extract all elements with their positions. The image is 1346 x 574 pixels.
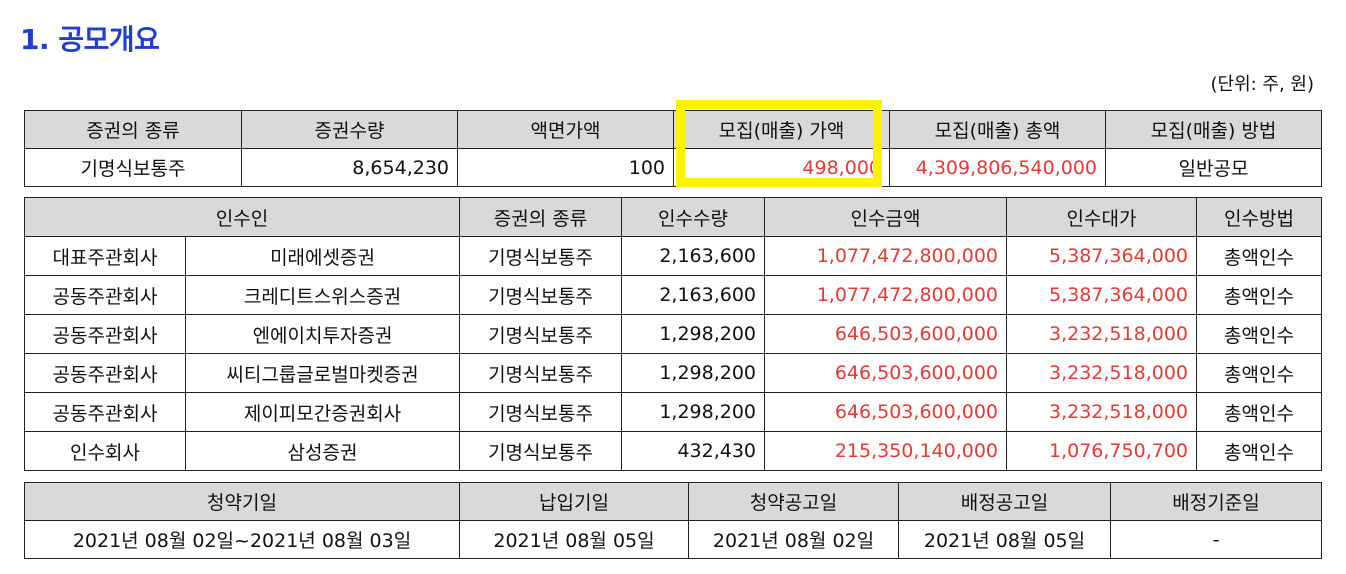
offering-table: 증권의 종류 증권수량 액면가액 모집(매출) 가액 모집(매출) 총액 모집(…	[24, 110, 1322, 187]
header-offer-price: 모집(매출) 가액	[673, 110, 890, 149]
cell-method: 총액인수	[1196, 392, 1323, 432]
cell-role: 공동주관회사	[24, 275, 186, 315]
table-row: 공동주관회사 씨티그룹글로벌마켓증권 기명식보통주 1,298,200 646,…	[24, 353, 1323, 393]
header-par-value: 액면가액	[457, 110, 674, 149]
header-allotment-record-date: 배정기준일	[1110, 482, 1322, 521]
header-underwrite-method: 인수방법	[1196, 197, 1323, 237]
header-subscription-period: 청약기일	[24, 482, 460, 521]
header-offer-method: 모집(매출) 방법	[1105, 110, 1322, 149]
cell-amount: 215,350,140,000	[764, 431, 1008, 471]
cell-role: 공동주관회사	[24, 353, 186, 393]
cell-amount: 646,503,600,000	[764, 392, 1008, 432]
cell-role: 인수회사	[24, 431, 186, 471]
cell-method: 총액인수	[1196, 314, 1323, 354]
cell-fee: 5,387,364,000	[1006, 236, 1198, 276]
schedule-table: 청약기일 납입기일 청약공고일 배정공고일 배정기준일 2021년 08월 02…	[24, 482, 1322, 559]
table-row: 대표주관회사 미래에셋증권 기명식보통주 2,163,600 1,077,472…	[24, 236, 1323, 276]
section-title: 1. 공모개요	[20, 23, 160, 56]
cell-qty: 432,430	[621, 431, 766, 471]
table-row: 공동주관회사 크레디트스위스증권 기명식보통주 2,163,600 1,077,…	[24, 275, 1323, 315]
cell-type: 기명식보통주	[459, 353, 623, 393]
cell-type: 기명식보통주	[459, 236, 623, 276]
table-row: 공동주관회사 제이피모간증권회사 기명식보통주 1,298,200 646,50…	[24, 392, 1323, 432]
cell-par-value: 100	[457, 148, 674, 187]
cell-name: 엔에이치투자증권	[184, 314, 461, 354]
header-payment-date: 납입기일	[459, 482, 689, 521]
cell-qty: 2,163,600	[621, 236, 766, 276]
cell-offer-price: 498,000	[673, 148, 890, 187]
header-offer-total: 모집(매출) 총액	[889, 110, 1106, 149]
cell-type: 기명식보통주	[459, 392, 623, 432]
header-underwrite-amount: 인수금액	[764, 197, 1008, 237]
cell-name: 크레디트스위스증권	[184, 275, 461, 315]
cell-role: 대표주관회사	[24, 236, 186, 276]
header-allotment-notice-date: 배정공고일	[898, 482, 1111, 521]
cell-method: 총액인수	[1196, 431, 1323, 471]
header-subscription-notice-date: 청약공고일	[688, 482, 899, 521]
header-underwriter: 인수인	[23, 197, 461, 237]
table-row: 공동주관회사 엔에이치투자증권 기명식보통주 1,298,200 646,503…	[24, 314, 1323, 354]
cell-amount: 646,503,600,000	[764, 353, 1008, 393]
cell-fee: 3,232,518,000	[1006, 353, 1198, 393]
underwriters-header-row: 인수인 증권의 종류 인수수량 인수금액 인수대가 인수방법	[23, 197, 1323, 237]
cell-qty: 1,298,200	[621, 392, 766, 432]
cell-fee: 5,387,364,000	[1006, 275, 1198, 315]
header-quantity: 증권수량	[241, 110, 458, 149]
header-underwrite-qty: 인수수량	[621, 197, 766, 237]
offering-data-row: 기명식보통주 8,654,230 100 498,000 4,309,806,5…	[24, 148, 1322, 187]
cell-qty: 1,298,200	[621, 353, 766, 393]
cell-amount: 1,077,472,800,000	[764, 236, 1008, 276]
cell-method: 총액인수	[1196, 353, 1323, 393]
cell-subscription-period: 2021년 08월 02일~2021년 08월 03일	[24, 520, 460, 559]
cell-offer-method: 일반공모	[1105, 148, 1322, 187]
cell-security-type: 기명식보통주	[24, 148, 242, 187]
cell-payment-date: 2021년 08월 05일	[459, 520, 689, 559]
cell-fee: 3,232,518,000	[1006, 392, 1198, 432]
cell-amount: 646,503,600,000	[764, 314, 1008, 354]
cell-role: 공동주관회사	[24, 392, 186, 432]
cell-offer-total: 4,309,806,540,000	[889, 148, 1106, 187]
cell-type: 기명식보통주	[459, 275, 623, 315]
cell-qty: 2,163,600	[621, 275, 766, 315]
offering-header-row: 증권의 종류 증권수량 액면가액 모집(매출) 가액 모집(매출) 총액 모집(…	[24, 110, 1322, 149]
table-row: 인수회사 삼성증권 기명식보통주 432,430 215,350,140,000…	[24, 431, 1323, 471]
cell-type: 기명식보통주	[459, 431, 623, 471]
cell-method: 총액인수	[1196, 275, 1323, 315]
cell-quantity: 8,654,230	[241, 148, 458, 187]
header-security-type: 증권의 종류	[459, 197, 623, 237]
cell-allotment-record-date: -	[1110, 520, 1322, 559]
cell-amount: 1,077,472,800,000	[764, 275, 1008, 315]
unit-note: (단위: 주, 원)	[1210, 74, 1314, 95]
cell-subscription-notice-date: 2021년 08월 02일	[688, 520, 899, 559]
underwriters-table: 인수인 증권의 종류 인수수량 인수금액 인수대가 인수방법 대표주관회사 미래…	[23, 197, 1323, 471]
cell-method: 총액인수	[1196, 236, 1323, 276]
cell-name: 제이피모간증권회사	[184, 392, 461, 432]
cell-qty: 1,298,200	[621, 314, 766, 354]
schedule-data-row: 2021년 08월 02일~2021년 08월 03일 2021년 08월 05…	[24, 520, 1322, 559]
cell-name: 미래에셋증권	[184, 236, 461, 276]
cell-role: 공동주관회사	[24, 314, 186, 354]
header-security-type: 증권의 종류	[24, 110, 242, 149]
cell-fee: 1,076,750,700	[1006, 431, 1198, 471]
cell-name: 씨티그룹글로벌마켓증권	[184, 353, 461, 393]
cell-name: 삼성증권	[184, 431, 461, 471]
schedule-header-row: 청약기일 납입기일 청약공고일 배정공고일 배정기준일	[24, 482, 1322, 521]
cell-type: 기명식보통주	[459, 314, 623, 354]
header-underwrite-fee: 인수대가	[1006, 197, 1198, 237]
cell-allotment-notice-date: 2021년 08월 05일	[898, 520, 1111, 559]
cell-fee: 3,232,518,000	[1006, 314, 1198, 354]
